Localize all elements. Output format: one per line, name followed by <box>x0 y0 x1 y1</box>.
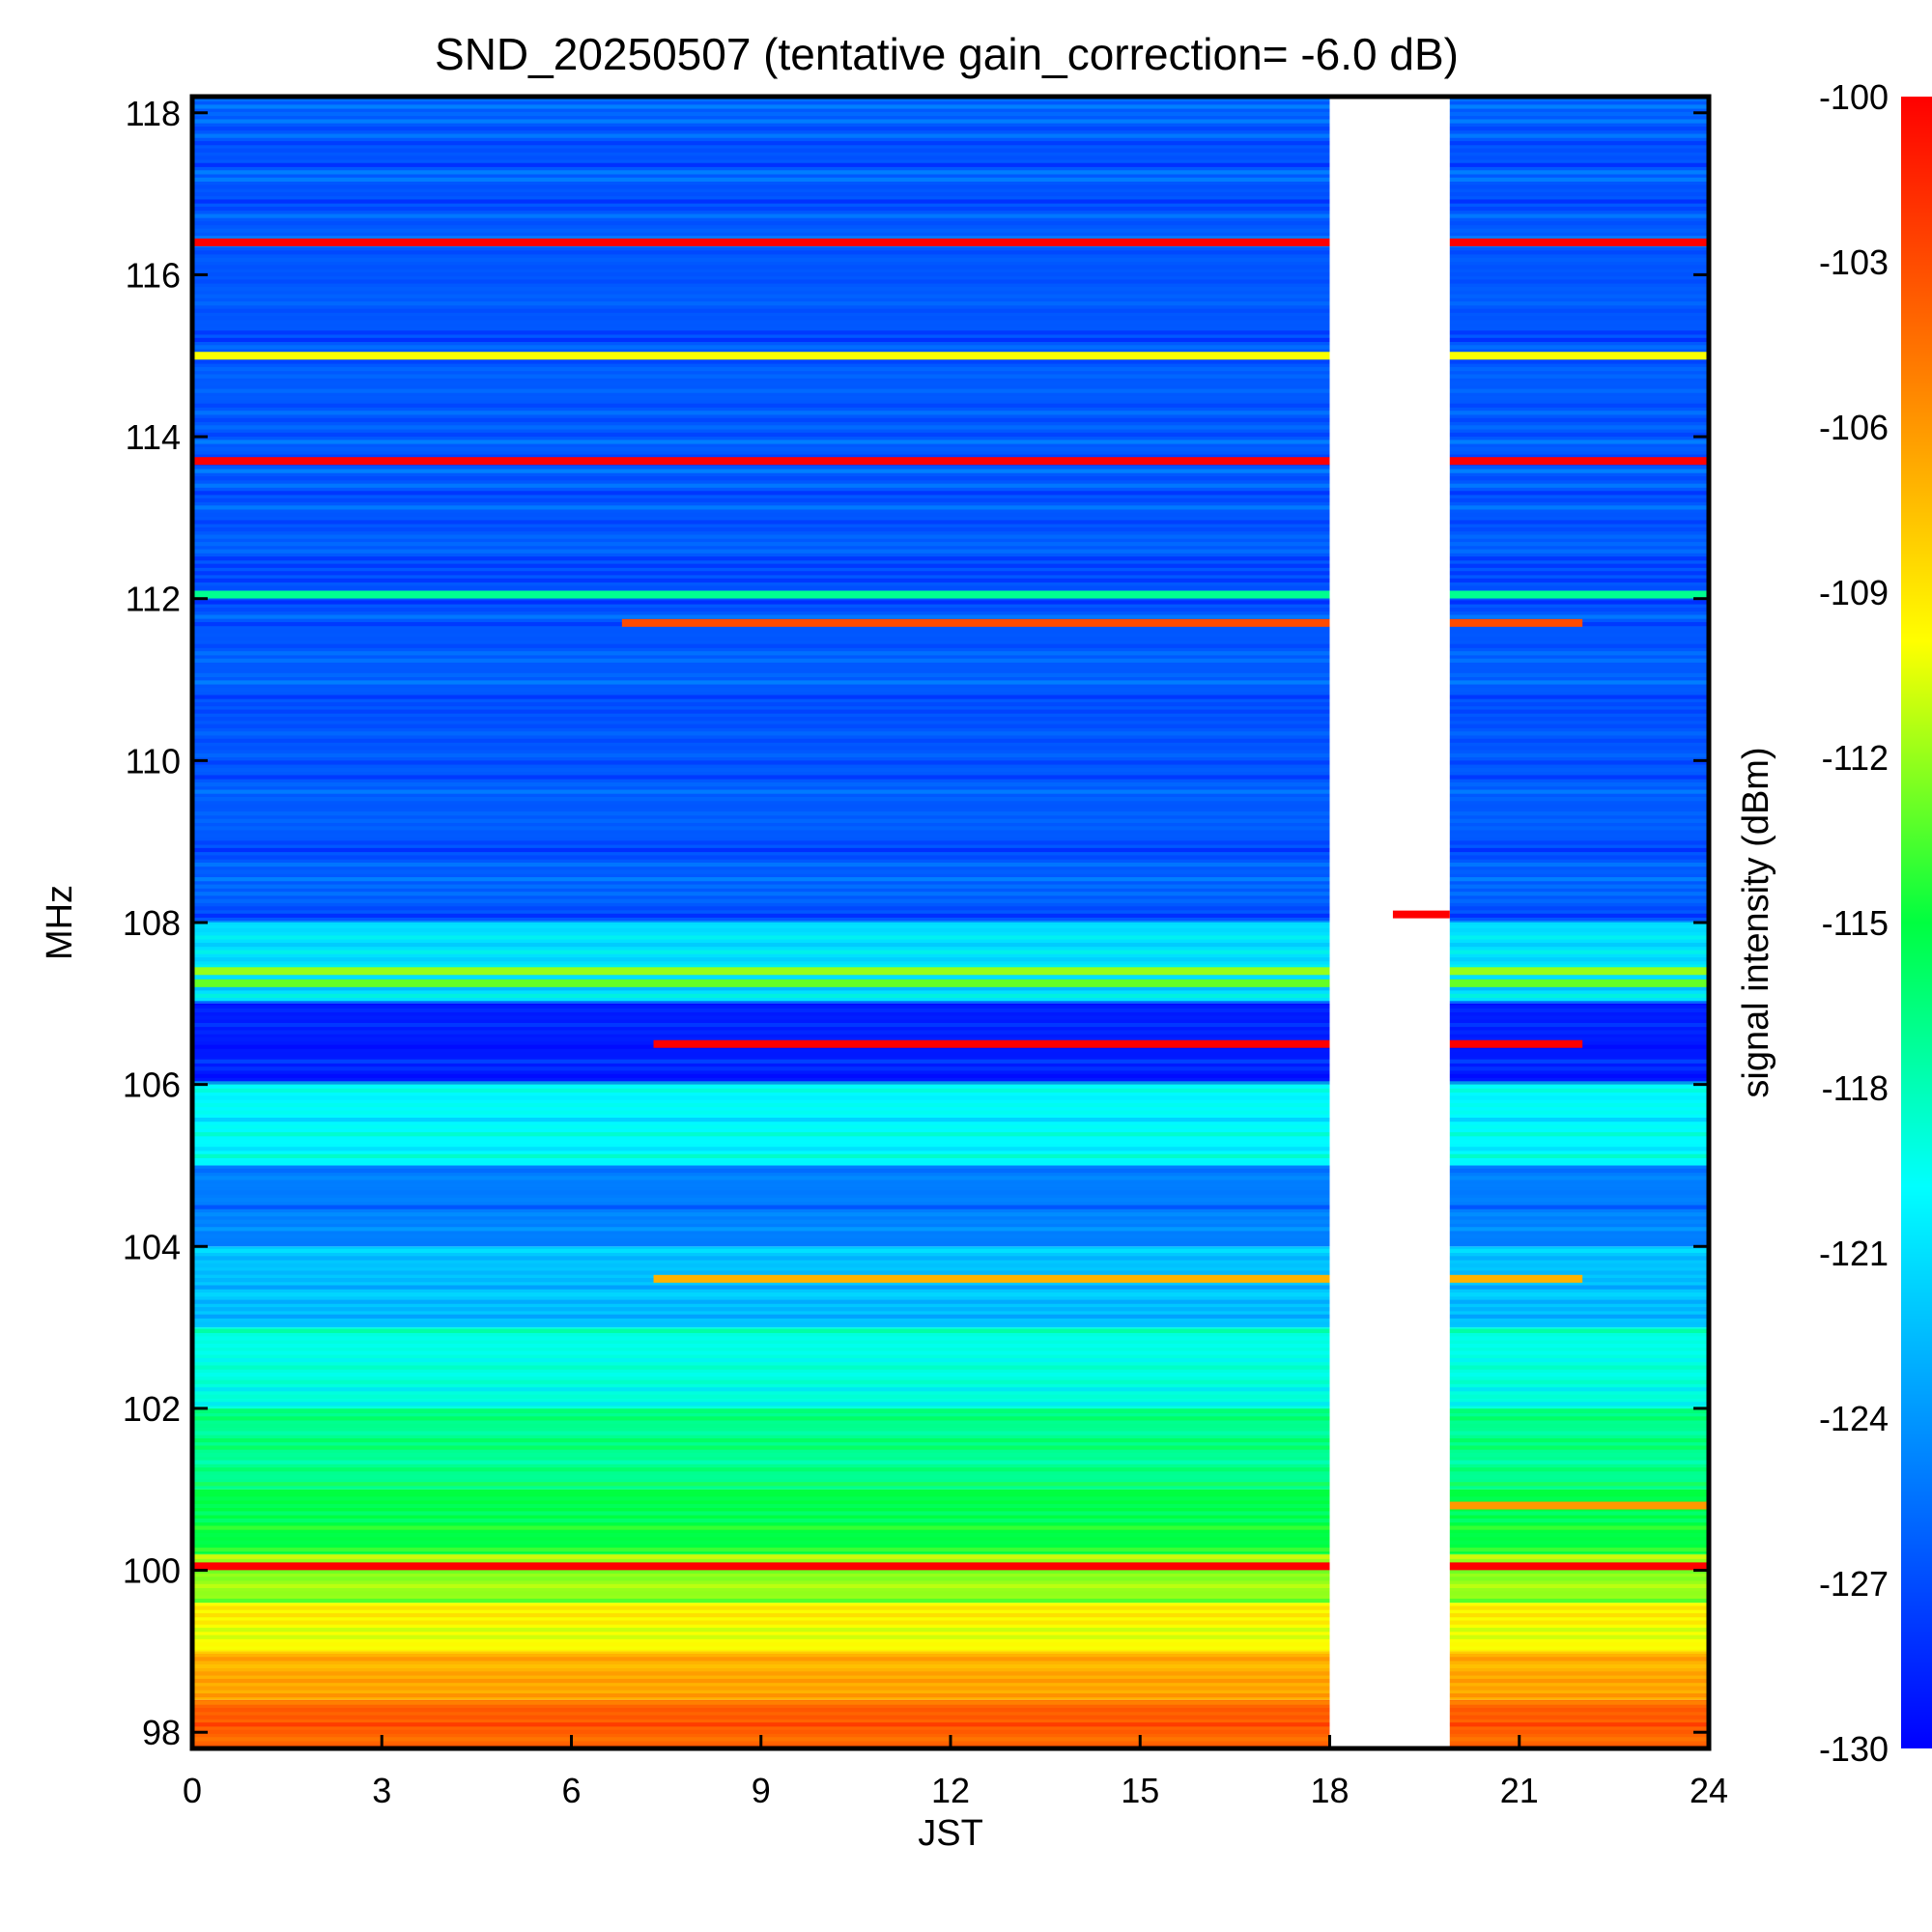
signal-line-11 <box>192 1562 1709 1571</box>
heatmap-plot-area <box>192 97 1709 1748</box>
x-tick-label: 24 <box>1690 1771 1728 1810</box>
y-tick-label: 102 <box>123 1389 181 1429</box>
y-tick-label: 116 <box>126 255 181 295</box>
colorbar-tick-label: -112 <box>1822 738 1889 778</box>
signal-line-9 <box>653 1274 1583 1283</box>
y-axis-ticks: 98 100 102 104 106 108 110 112 114 116 118 <box>123 94 1709 1752</box>
signal-line-6 <box>192 967 1709 976</box>
y-tick-label: 112 <box>126 580 181 619</box>
x-tick-label: 15 <box>1121 1771 1159 1810</box>
x-tick-label: 12 <box>931 1771 970 1810</box>
colorbar-label: signal intensity (dBm) <box>1736 747 1776 1097</box>
colorbar-tick-label: -100 <box>1819 77 1889 117</box>
y-tick-label: 118 <box>126 94 181 133</box>
y-tick-label: 98 <box>142 1713 181 1752</box>
signal-line-7 <box>192 979 1709 987</box>
x-tick-label: 3 <box>372 1771 391 1810</box>
colorbar-tick-label: -103 <box>1819 242 1889 282</box>
colorbar-tick-label: -118 <box>1822 1068 1889 1108</box>
y-tick-label: 104 <box>123 1227 181 1266</box>
heatmap-band-11 <box>192 923 1709 1004</box>
gap-signal-0 <box>1392 910 1450 919</box>
x-tick-label: 18 <box>1310 1771 1349 1810</box>
y-tick-label: 114 <box>126 417 181 457</box>
y-tick-label: 106 <box>123 1065 181 1105</box>
colorbar-tick-label: -115 <box>1822 903 1889 943</box>
x-axis-ticks: 0 3 6 9 12 15 18 21 24 <box>183 1735 1728 1810</box>
colorbar-tick-label: -130 <box>1819 1729 1889 1769</box>
colorbar-ticks: -100 -103 -106 -109 -112 -115 -118 -121 -124 -127… <box>1819 77 1889 1769</box>
signal-line-0 <box>192 238 1709 246</box>
signal-line-1 <box>192 352 1709 360</box>
colorbar-tick-label: -124 <box>1819 1399 1889 1438</box>
colorbar-tick-label: -109 <box>1819 573 1889 612</box>
colorbar <box>1901 97 1932 1748</box>
y-tick-label: 110 <box>126 741 181 781</box>
colorbar-tick-label: -106 <box>1819 408 1889 447</box>
x-tick-label: 6 <box>561 1771 581 1810</box>
x-axis-label: JST <box>918 1813 983 1854</box>
signal-line-3 <box>192 590 1709 599</box>
chart-title: SND_20250507 (tentative gain_correction=… <box>435 29 1459 79</box>
x-tick-label: 21 <box>1500 1771 1539 1810</box>
x-tick-label: 9 <box>752 1771 771 1810</box>
signal-line-10 <box>1449 1501 1709 1510</box>
y-tick-label: 108 <box>123 903 181 943</box>
colorbar-tick-label: -121 <box>1819 1234 1889 1273</box>
signal-line-4 <box>621 618 1583 627</box>
x-tick-label: 0 <box>183 1771 202 1810</box>
y-tick-label: 100 <box>123 1551 181 1591</box>
data-gap <box>1329 97 1450 1748</box>
colorbar-tick-label: -127 <box>1819 1564 1889 1604</box>
signal-line-2 <box>192 457 1709 466</box>
signal-line-8 <box>653 1039 1583 1048</box>
y-axis-label: MHz <box>40 885 80 960</box>
